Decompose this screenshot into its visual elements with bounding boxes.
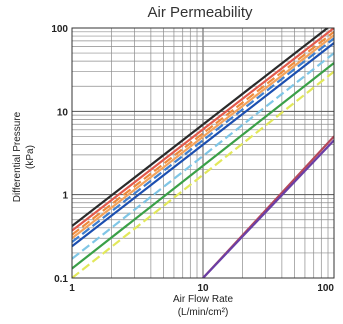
- x-tick-label: 100: [317, 283, 334, 294]
- y-tick-label: 100: [51, 24, 68, 35]
- y-tick-label: 1: [62, 191, 68, 202]
- x-tick-label: 10: [197, 283, 209, 294]
- plot-frame: [71, 27, 335, 279]
- series-line-9: [72, 70, 334, 278]
- series-line-2: [72, 28, 334, 232]
- y-tick-label: 0.1: [54, 274, 68, 285]
- series-lines: [72, 28, 334, 278]
- series-line-5: [72, 37, 334, 243]
- series-line-7: [72, 52, 334, 260]
- x-axis-label: Air Flow Rate: [173, 294, 233, 305]
- x-tick-label: 1: [69, 283, 75, 294]
- y-axis-label: Differential Pressure: [12, 111, 23, 202]
- y-axis-label-group: Differential Pressure (kPa): [12, 111, 36, 202]
- series-line-6: [72, 42, 334, 248]
- series-line-8: [72, 62, 334, 270]
- series-line-11: [202, 139, 334, 278]
- y-tick-label: 10: [57, 107, 69, 118]
- series-line-4: [72, 34, 334, 240]
- x-tick-labels: 1 10 100: [69, 283, 334, 294]
- series-line-3: [72, 30, 334, 236]
- chart-title: Air Permeability: [147, 4, 253, 21]
- y-tick-labels: 0.1 1 10 100: [51, 24, 68, 285]
- series-line-1: [72, 28, 330, 227]
- y-axis-unit-label: (kPa): [25, 145, 36, 169]
- x-axis-unit-label: (L/min/cm²): [178, 307, 229, 318]
